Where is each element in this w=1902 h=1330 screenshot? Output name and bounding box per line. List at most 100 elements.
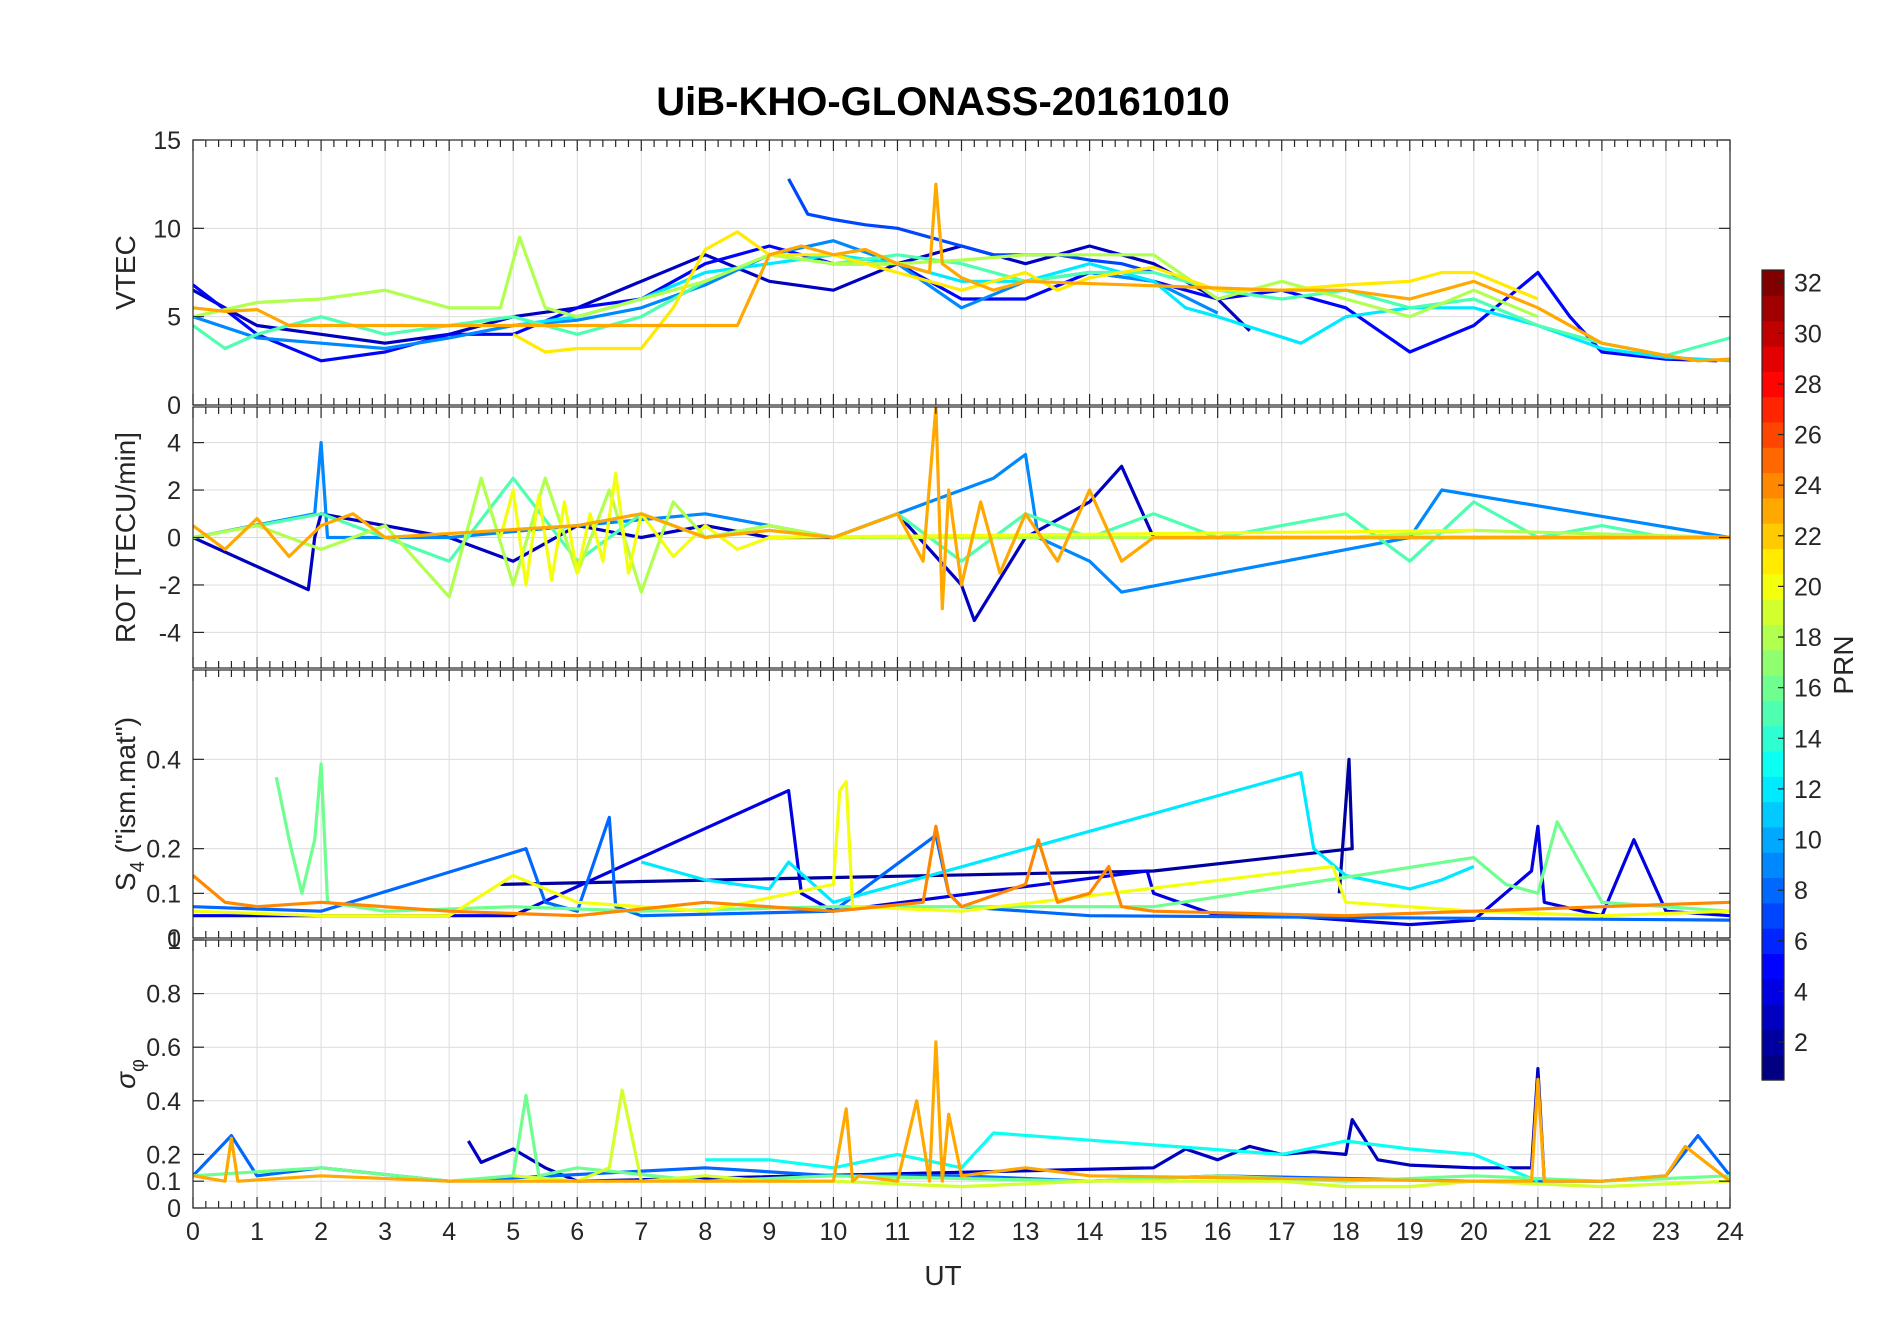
y-tick-label: 0 <box>167 1195 181 1223</box>
x-tick-label: 15 <box>1140 1218 1168 1246</box>
y-tick-label: 5 <box>167 304 181 332</box>
x-tick-label: 16 <box>1204 1218 1232 1246</box>
x-tick-label: 6 <box>570 1218 584 1246</box>
series-line-prn-7 <box>787 178 1155 275</box>
y-tick-label: 10 <box>153 215 181 243</box>
colorbar-swatch <box>1762 1029 1784 1056</box>
y-tick-label: 0 <box>167 925 181 953</box>
x-tick-label: 19 <box>1396 1218 1424 1246</box>
series-line-prn-8 <box>193 815 1730 922</box>
series-line-prn-20 <box>193 780 1730 918</box>
y-axis-label: S4 ("ism.mat") <box>110 717 149 891</box>
series-group <box>193 178 1730 363</box>
x-tick-label: 17 <box>1268 1218 1296 1246</box>
colorbar-tick-label: 22 <box>1794 523 1822 551</box>
x-tick-label: 23 <box>1652 1218 1680 1246</box>
series-group <box>193 757 1730 927</box>
y-tick-label: 0.4 <box>146 1088 181 1116</box>
colorbar-swatch <box>1762 852 1784 879</box>
tick-marks <box>192 407 1731 668</box>
colorbar-swatch <box>1762 447 1784 474</box>
colorbar-tick-label: 6 <box>1794 928 1808 956</box>
y-tick-label: 0.2 <box>146 1141 181 1169</box>
x-tick-label: 4 <box>442 1218 456 1246</box>
colorbar-tick-label: 10 <box>1794 827 1822 855</box>
y-axis-label: σφ <box>110 1059 149 1089</box>
colorbar-swatch <box>1762 801 1784 828</box>
y-tick-label: -2 <box>159 572 181 600</box>
x-axis-label: UT <box>924 1260 961 1291</box>
series-line-prn-24 <box>193 824 1730 918</box>
colorbar-label: PRN <box>1828 635 1859 694</box>
colorbar-swatch <box>1762 1004 1784 1030</box>
series-line-prn-2 <box>500 757 1354 894</box>
x-tick-label: 14 <box>1076 1218 1104 1246</box>
colorbar-swatch <box>1762 902 1784 929</box>
y-tick-label: 0.8 <box>146 981 181 1009</box>
colorbar-swatch <box>1762 497 1784 524</box>
colorbar-tick-label: 4 <box>1794 978 1808 1006</box>
y-tick-label: 2 <box>167 477 181 505</box>
colorbar-swatch <box>1762 472 1784 499</box>
colorbar-swatch <box>1762 320 1784 347</box>
colorbar-frame <box>1761 269 1785 1081</box>
x-tick-label: 12 <box>948 1218 976 1246</box>
x-tick-label: 11 <box>884 1218 910 1246</box>
colorbar-tick-label: 24 <box>1794 472 1822 500</box>
colorbar-swatch <box>1762 270 1784 296</box>
y-tick-label: 15 <box>153 127 181 155</box>
colorbar-swatch <box>1762 877 1784 904</box>
colorbar-tick-label: 14 <box>1794 725 1822 753</box>
colorbar-swatch <box>1762 295 1784 322</box>
x-tick-label: 13 <box>1012 1218 1040 1246</box>
series-line-prn-19 <box>513 1088 1730 1189</box>
colorbar-swatch <box>1762 928 1784 955</box>
series-line-prn-20 <box>498 471 1474 587</box>
colorbar-swatch <box>1762 573 1784 600</box>
x-tick-label: 2 <box>314 1218 328 1246</box>
series-line-prn-18 <box>193 235 1539 319</box>
x-tick-label: 7 <box>634 1218 648 1246</box>
series-line-prn-21 <box>512 230 1539 354</box>
tick-marks <box>192 139 1731 406</box>
series-line-prn-13 <box>705 1131 1539 1183</box>
colorbar-swatch <box>1762 421 1784 448</box>
colorbar-tick-label: 32 <box>1794 270 1822 298</box>
x-tick-label: 10 <box>820 1218 848 1246</box>
y-tick-label: 0 <box>167 392 181 420</box>
x-tick-label: 1 <box>250 1218 264 1246</box>
panel-vtec: 0 5 10 15 VTEC <box>110 127 1731 420</box>
x-tick-label: 20 <box>1460 1218 1488 1246</box>
colorbar-swatch <box>1762 776 1784 803</box>
x-tick-label: 3 <box>378 1218 392 1246</box>
y-axis-label: VTEC <box>110 235 141 310</box>
series-group <box>193 1040 1730 1189</box>
series-line-prn-23 <box>193 407 1730 611</box>
colorbar-swatch <box>1762 700 1784 727</box>
x-tick-label: 24 <box>1716 1218 1744 1246</box>
colorbar-swatch <box>1762 523 1784 550</box>
colorbar-tick-label: 2 <box>1794 1029 1808 1057</box>
y-tick-label: 0.2 <box>146 836 181 864</box>
colorbar-swatch <box>1762 624 1784 651</box>
x-tick-label: 18 <box>1332 1218 1360 1246</box>
x-tick-label: 0 <box>186 1218 200 1246</box>
colorbar-tick-label: 12 <box>1794 776 1822 804</box>
series-group <box>193 407 1730 623</box>
panel-rot: -4 -2 0 2 4 ROT [TECU/min] <box>110 406 1731 669</box>
series-line-prn-12 <box>512 253 1730 363</box>
colorbar-swatch <box>1762 548 1784 575</box>
y-tick-label: -4 <box>159 619 181 647</box>
colorbar-tick-label: 20 <box>1794 573 1822 601</box>
series-line-prn-23 <box>193 182 1730 363</box>
y-axis-label: ROT [TECU/min] <box>110 432 141 643</box>
tick-marks <box>192 670 1731 939</box>
colorbar-swatch <box>1762 345 1784 372</box>
series-line-prn-23 <box>193 1040 1730 1183</box>
x-axis: 0 1 2 3 4 5 6 7 8 9 10 11 12 13 14 15 16 17 18 19 20 21 22 23 24 <box>186 1218 1744 1246</box>
colorbar-tick-label: 28 <box>1794 371 1822 399</box>
